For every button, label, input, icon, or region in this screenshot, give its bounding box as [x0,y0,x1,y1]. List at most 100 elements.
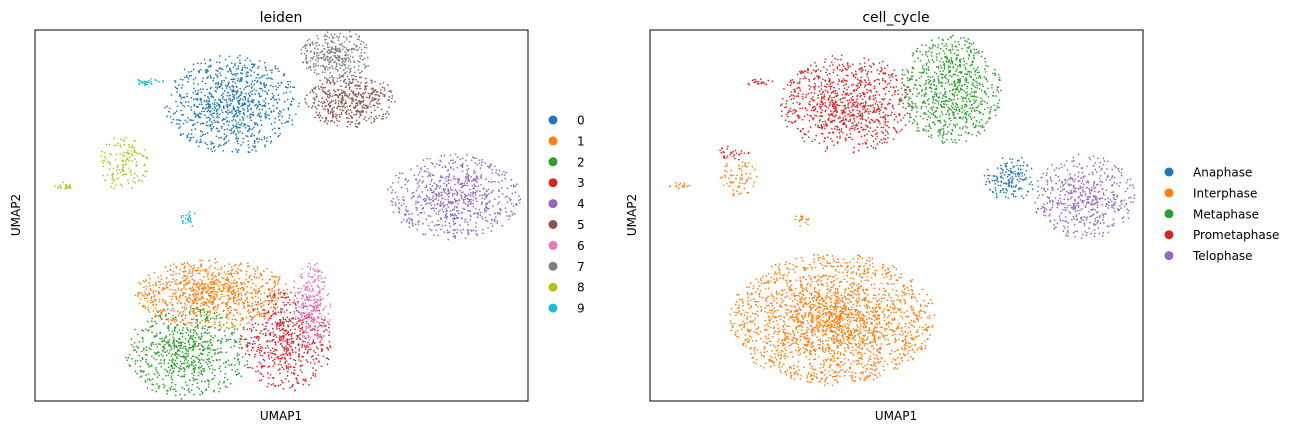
data-point [472,229,475,232]
data-point [397,198,400,201]
data-point [338,105,340,107]
data-point [266,93,269,96]
data-point [230,62,233,64]
data-point [300,311,303,314]
data-point [275,323,278,326]
data-point [166,115,168,118]
data-point [205,313,208,316]
data-point [197,287,200,289]
data-point [325,324,327,327]
data-point [189,281,191,284]
data-point [129,365,132,367]
data-point [163,386,165,389]
data-point [155,315,157,318]
data-point [402,196,405,198]
data-point [240,270,243,272]
data-point [269,77,272,79]
data-point [277,385,280,387]
data-point [249,315,252,318]
data-point [135,165,137,167]
data-point [321,116,324,119]
data-point [158,298,161,301]
data-point [309,44,311,47]
data-point [453,208,456,211]
data-point [127,182,130,185]
data-point [166,392,168,395]
data-point [174,321,176,323]
data-point [200,264,203,266]
data-point [225,361,228,364]
data-point [261,365,264,367]
data-point [481,201,484,204]
data-point [215,69,218,72]
data-point [184,342,186,345]
data-point [188,268,191,271]
data-point [233,345,236,347]
data-point [192,329,195,331]
data-point [204,331,207,334]
data-point [218,358,221,361]
data-point [285,320,288,323]
data-point [339,101,342,103]
data-point [462,184,465,187]
data-point [177,366,180,369]
data-point [306,308,309,311]
data-point [214,279,216,282]
data-point [187,341,190,344]
data-point [279,339,281,342]
data-point [297,382,300,385]
data-point [168,371,171,374]
data-point [208,106,211,109]
data-point [233,98,236,100]
data-point [483,194,486,196]
data-point [199,321,202,324]
data-point [205,103,208,106]
data-point [205,292,208,294]
data-point [176,310,179,313]
data-point [226,378,229,381]
data-point [291,349,294,352]
data-point [203,284,206,286]
data-point [149,289,152,292]
data-point [416,182,419,185]
data-point [115,153,118,156]
data-point [503,174,506,176]
data-point [287,296,290,298]
data-point [247,310,249,313]
data-point [292,340,295,343]
data-point [205,388,208,391]
data-point [189,347,192,349]
data-point [347,108,350,111]
data-point [248,305,251,307]
data-point [334,94,337,96]
data-point [317,85,320,88]
data-point [250,319,253,321]
data-point [140,154,143,156]
data-point [274,117,277,120]
data-point [258,114,261,117]
data-point [493,218,496,221]
data-point [260,313,263,316]
data-point [174,353,176,355]
data-point [141,180,144,183]
data-point [193,103,196,106]
data-point [127,152,130,155]
data-point [449,188,452,191]
data-point [280,111,282,113]
data-point [219,351,222,353]
data-point [192,267,194,270]
data-point [180,311,182,313]
data-point [476,190,478,192]
data-point [179,338,181,340]
data-point [238,372,241,375]
data-point [145,288,148,291]
data-point [134,370,137,373]
data-point [218,105,221,107]
data-point [498,207,501,210]
data-point [155,368,158,371]
data-point [306,350,309,352]
data-point [512,184,515,187]
data-point [245,316,248,319]
data-point [466,164,469,167]
data-point [301,306,303,309]
